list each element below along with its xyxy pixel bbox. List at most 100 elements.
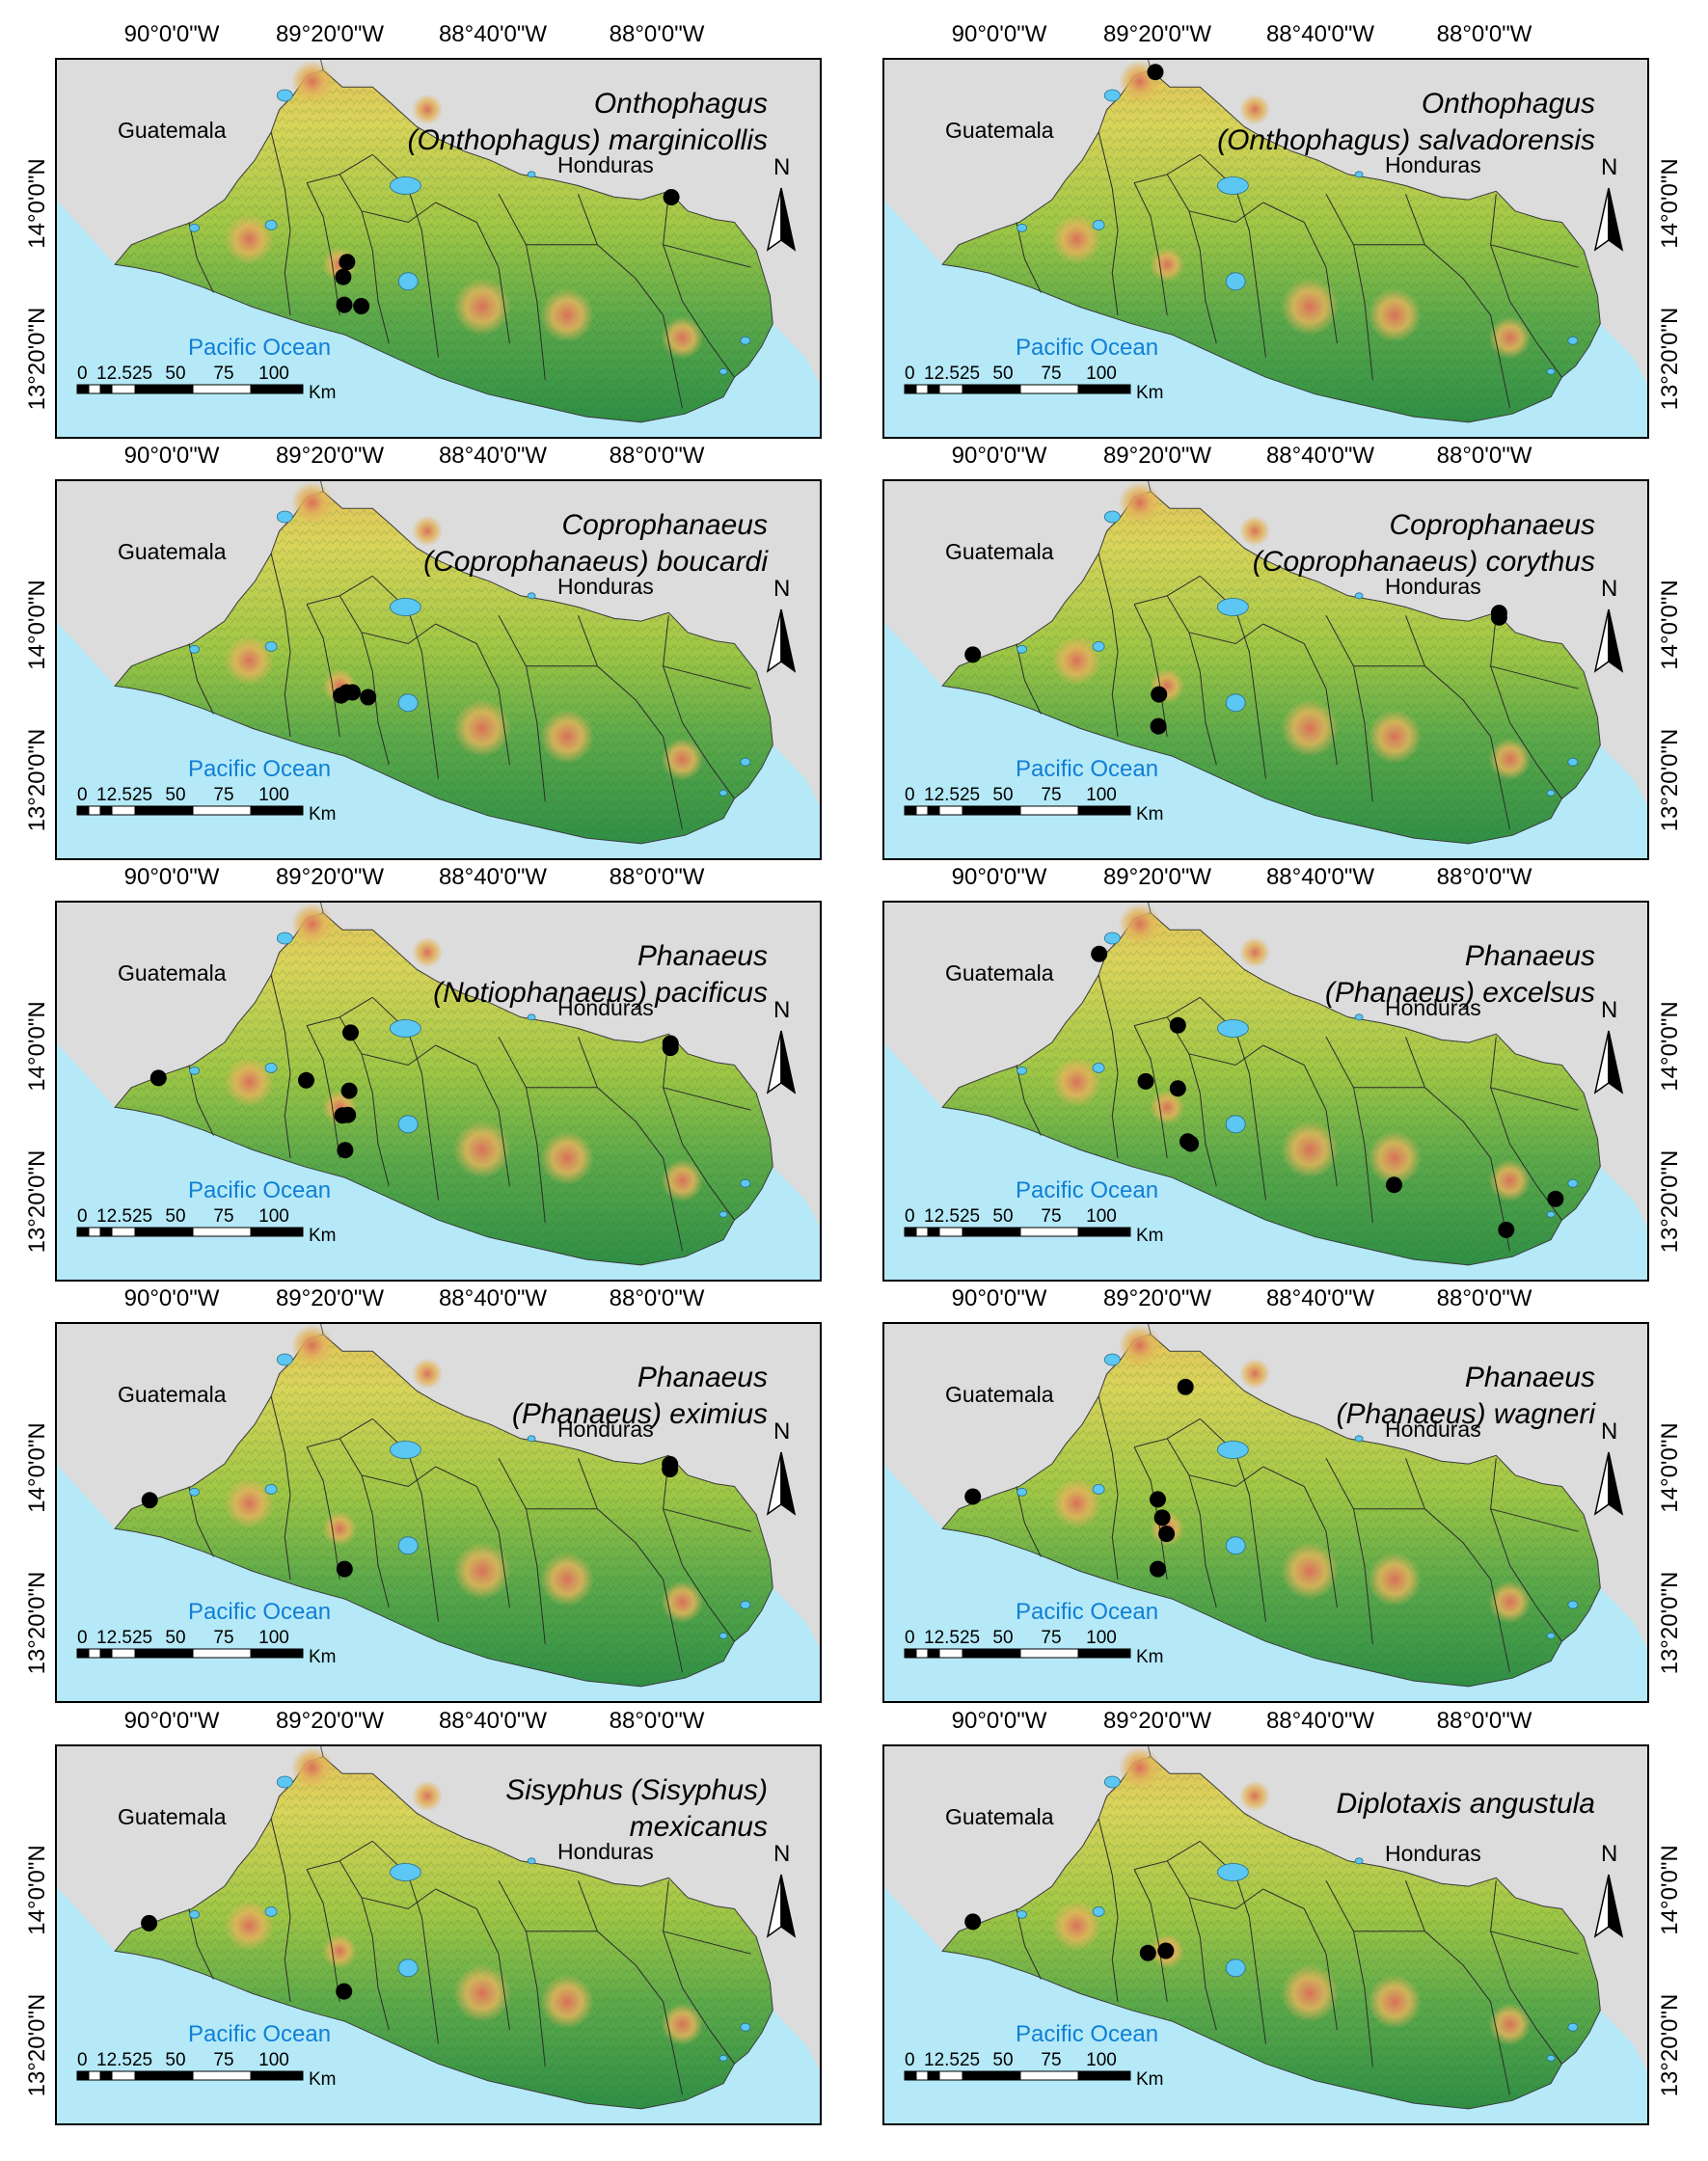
scale-bar: 0 12.525 50 75 100 Km bbox=[904, 364, 1164, 403]
department-border bbox=[188, 1486, 214, 1557]
north-arrow-label: N bbox=[773, 576, 790, 602]
highland-peak bbox=[1239, 936, 1271, 968]
department-border bbox=[1133, 1869, 1168, 2002]
scale-label: 50 bbox=[165, 364, 185, 384]
lake bbox=[1216, 176, 1249, 195]
map-panel: Guatemala Honduras Pacific Ocean Onthophagu… bbox=[24, 21, 822, 439]
longitude-label: 89°20'0"W bbox=[276, 21, 384, 47]
department-border bbox=[663, 244, 751, 268]
highland-peak bbox=[1488, 1159, 1532, 1202]
species-name: Coprophanaeus bbox=[561, 509, 768, 541]
species-record-point bbox=[662, 1040, 679, 1057]
lake bbox=[1017, 223, 1027, 232]
scale-label: 12.525 bbox=[924, 364, 980, 384]
country-label-honduras: Honduras bbox=[1385, 152, 1481, 177]
department-border bbox=[1098, 974, 1119, 1158]
country-label-honduras: Honduras bbox=[557, 152, 654, 177]
department-border bbox=[371, 575, 439, 779]
department-border bbox=[270, 1818, 291, 2002]
lake bbox=[1103, 89, 1121, 102]
relief-hillshade bbox=[942, 912, 1601, 1265]
department-border bbox=[1405, 615, 1510, 830]
longitude-label: 88°40'0"W bbox=[1266, 864, 1374, 890]
highland-peak bbox=[1280, 278, 1339, 337]
highland-peak bbox=[322, 1933, 358, 1969]
country-label-honduras: Honduras bbox=[557, 1839, 654, 1864]
species-record-point bbox=[1137, 1072, 1154, 1090]
lake bbox=[1017, 644, 1027, 654]
department-border bbox=[1199, 1418, 1266, 1622]
lake bbox=[264, 1483, 278, 1495]
department-border bbox=[361, 1466, 436, 1488]
species-name: (Phanaeus) excelsus bbox=[1325, 977, 1595, 1009]
lake bbox=[397, 272, 419, 291]
international-border bbox=[1147, 902, 1152, 913]
department-border bbox=[1098, 1818, 1119, 2002]
department-border bbox=[1133, 182, 1168, 315]
highland-peak bbox=[290, 1324, 334, 1367]
department-border bbox=[339, 595, 390, 766]
highland-peak bbox=[1368, 287, 1423, 342]
longitude-label: 88°0'0"W bbox=[1437, 1285, 1532, 1311]
department-border bbox=[578, 615, 683, 830]
lake bbox=[1216, 1441, 1249, 1459]
latitude-label: 14°0'0"N bbox=[24, 580, 50, 669]
scale-label: 100 bbox=[258, 785, 289, 805]
species-name: Diplotaxis angustula bbox=[1337, 1788, 1596, 1820]
highland-peak bbox=[1118, 1746, 1161, 1790]
scale-label: 12.525 bbox=[96, 1628, 152, 1648]
department-border bbox=[1490, 1037, 1562, 1221]
department-border bbox=[306, 1869, 340, 2002]
scale-unit-label: Km bbox=[1136, 804, 1164, 824]
highland-peak bbox=[661, 1580, 704, 1624]
north-arrow-label: N bbox=[773, 1418, 790, 1445]
longitude-label: 88°0'0"W bbox=[610, 864, 705, 890]
scale-label: 12.525 bbox=[924, 785, 980, 805]
department-border bbox=[663, 665, 751, 689]
scale-unit-label: Km bbox=[309, 804, 337, 824]
department-border bbox=[1016, 222, 1042, 293]
department-border bbox=[1016, 1065, 1042, 1136]
country-label-guatemala: Guatemala bbox=[118, 118, 227, 143]
species-record-point bbox=[662, 1455, 679, 1472]
map-panel: Guatemala Honduras Pacific Ocean Phanaeus (N… bbox=[24, 864, 822, 1282]
lake bbox=[189, 1066, 200, 1075]
lake bbox=[389, 1441, 421, 1459]
department-border bbox=[1490, 1458, 1562, 1642]
latitude-label: 14°0'0"N bbox=[1657, 1422, 1683, 1512]
lake bbox=[718, 1632, 728, 1639]
species-name: (Notiophanaeus) pacificus bbox=[433, 977, 768, 1009]
department-border bbox=[1405, 1880, 1510, 2095]
ocean-area bbox=[883, 1886, 1648, 2124]
latitude-label: 13°20'0"N bbox=[24, 729, 50, 832]
lake bbox=[1103, 932, 1121, 945]
department-border bbox=[1490, 615, 1562, 799]
latitude-label: 13°20'0"N bbox=[24, 308, 50, 411]
longitude-label: 90°0'0"W bbox=[952, 1285, 1047, 1311]
department-border bbox=[498, 1458, 546, 1645]
scale-label: 100 bbox=[1086, 1206, 1117, 1227]
lake bbox=[276, 1353, 293, 1366]
ocean-area bbox=[883, 1042, 1648, 1281]
department-border bbox=[1188, 1044, 1263, 1067]
lake bbox=[527, 592, 536, 600]
map-frame bbox=[882, 1322, 1649, 1703]
department-border bbox=[1490, 1087, 1579, 1111]
species-name: Phanaeus bbox=[637, 1362, 768, 1393]
department-border bbox=[306, 1840, 373, 1871]
species-record-point bbox=[663, 189, 680, 205]
lake bbox=[1225, 272, 1246, 291]
species-record-point bbox=[1182, 1135, 1200, 1152]
scale-unit-label: Km bbox=[309, 1647, 337, 1667]
relief-hillshade bbox=[115, 912, 773, 1265]
longitude-label: 88°0'0"W bbox=[1437, 1708, 1532, 1734]
species-record-point bbox=[337, 1142, 354, 1159]
north-arrow-label: N bbox=[773, 154, 790, 180]
department-border bbox=[188, 222, 214, 293]
department-border bbox=[1325, 194, 1373, 381]
scale-label: 12.525 bbox=[96, 785, 152, 805]
map-panel: Guatemala Honduras Pacific Ocean Coprophana… bbox=[24, 443, 822, 860]
scale-label: 50 bbox=[165, 1628, 185, 1648]
scale-label: 75 bbox=[1041, 364, 1061, 384]
